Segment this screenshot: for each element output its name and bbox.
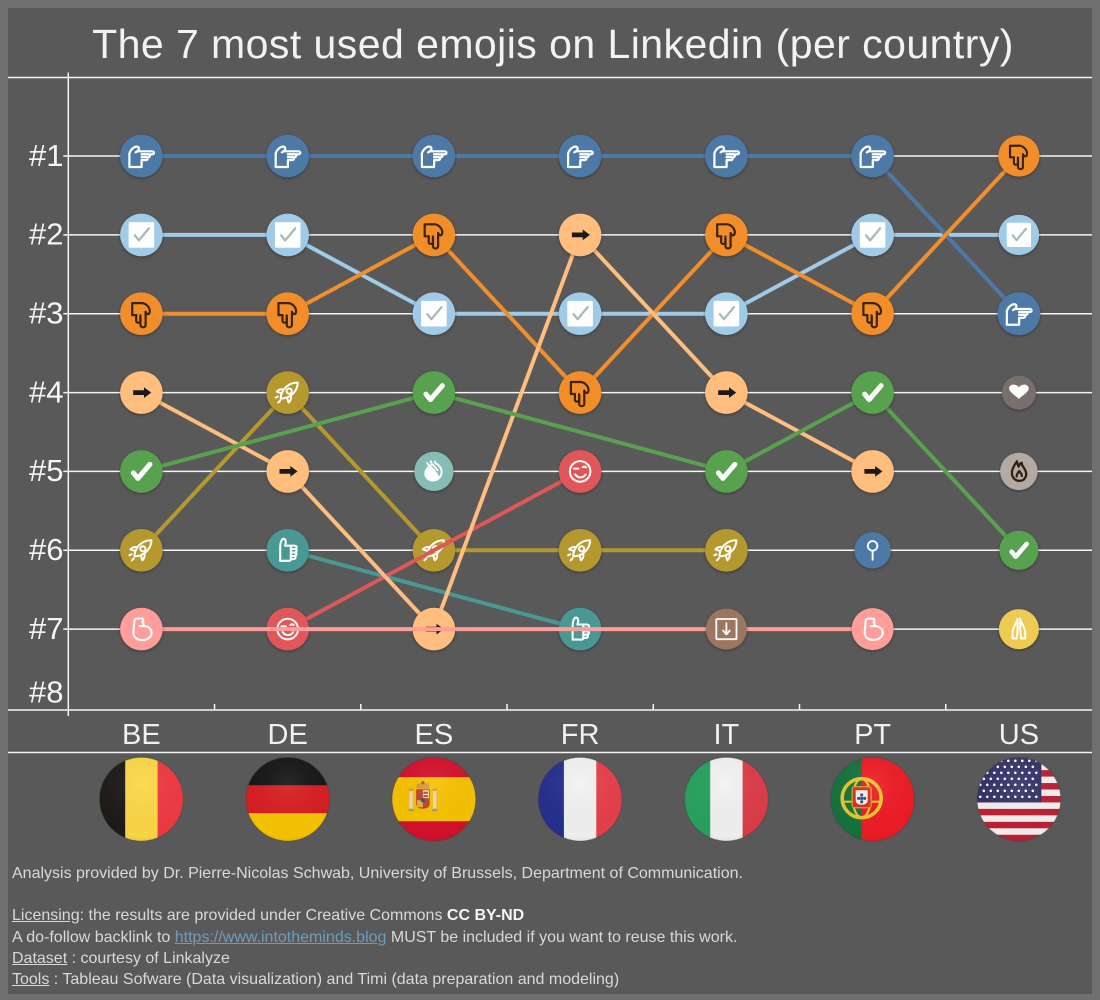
svg-text:FR: FR — [561, 719, 600, 751]
svg-text:ES: ES — [415, 719, 454, 751]
svg-text:DE: DE — [268, 719, 308, 751]
svg-text:US: US — [999, 719, 1039, 751]
svg-text:IT: IT — [714, 719, 740, 751]
svg-text:#3: #3 — [29, 296, 63, 331]
svg-text:#8: #8 — [29, 675, 63, 710]
svg-text:BE: BE — [122, 719, 161, 751]
svg-text:#2: #2 — [29, 217, 63, 252]
svg-text:#4: #4 — [29, 374, 63, 409]
svg-text:#1: #1 — [29, 138, 63, 173]
svg-text:#5: #5 — [29, 453, 63, 488]
svg-text:#6: #6 — [29, 532, 63, 567]
svg-text:PT: PT — [854, 719, 891, 751]
svg-text:#7: #7 — [29, 611, 63, 646]
